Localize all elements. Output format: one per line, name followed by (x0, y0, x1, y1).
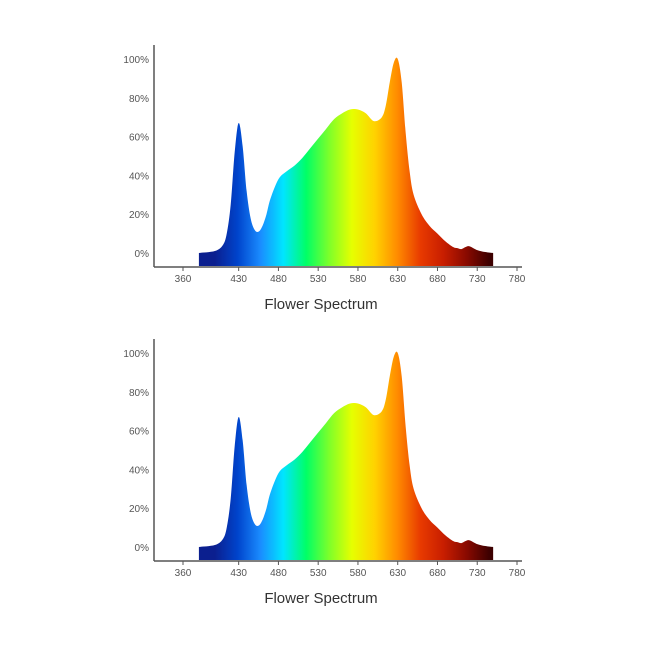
y-tick-label: 60% (129, 427, 149, 438)
y-tick-label: 100% (123, 349, 149, 360)
spectrum-area (198, 351, 494, 560)
y-tick-label: 100% (123, 55, 149, 66)
x-tick-label: 680 (429, 274, 446, 285)
x-tick-label: 530 (310, 274, 327, 285)
x-tick-label: 680 (429, 568, 446, 579)
x-tick-label: 580 (350, 274, 367, 285)
x-tick-label: 480 (270, 274, 287, 285)
x-tick-label: 780 (509, 274, 526, 285)
x-tick-label: 480 (270, 568, 287, 579)
y-tick-label: 40% (129, 171, 149, 182)
y-tick-label: 20% (129, 210, 149, 221)
y-tick-label: 0% (135, 249, 150, 260)
x-tick-label: 430 (230, 568, 247, 579)
y-tick-label: 0% (135, 543, 150, 554)
x-tick-label: 580 (350, 568, 367, 579)
x-tick-label: 360 (175, 274, 192, 285)
x-tick-label: 730 (469, 568, 486, 579)
y-tick-label: 20% (129, 504, 149, 515)
spectrum-area (198, 57, 494, 266)
x-tick-label: 730 (469, 274, 486, 285)
chart-title: Flower Spectrum (264, 590, 377, 607)
y-tick-label: 80% (129, 94, 149, 105)
x-tick-label: 430 (230, 274, 247, 285)
y-tick-label: 60% (129, 133, 149, 144)
spectrum-chart-bottom: 0% 20% 40% 60% 80% 100% 360 430 480 530 580 630 680 7… (0, 329, 650, 629)
x-tick-label: 360 (175, 568, 192, 579)
spectrum-chart-svg: 0% 20% 40% 60% 80% 100% 360 430 480 530 580 630 680 7… (123, 339, 526, 607)
spectrum-chart-svg: 0% 20% 40% 60% 80% 100% 360 430 480 530 580 630 680 7… (123, 45, 526, 313)
x-tick-label: 530 (310, 568, 327, 579)
x-tick-label: 780 (509, 568, 526, 579)
x-tick-label: 630 (389, 274, 406, 285)
y-tick-label: 80% (129, 388, 149, 399)
spectrum-chart-top: 0% 20% 40% 60% 80% 100% 360 430 480 530 580 630 680 7… (0, 35, 650, 335)
chart-title: Flower Spectrum (264, 296, 377, 313)
x-tick-label: 630 (389, 568, 406, 579)
y-tick-label: 40% (129, 465, 149, 476)
